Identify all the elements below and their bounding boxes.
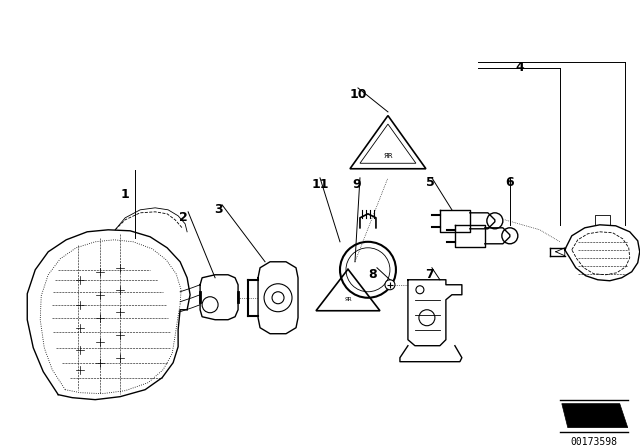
Text: 9: 9 xyxy=(353,178,362,191)
Polygon shape xyxy=(562,404,628,428)
Text: 8: 8 xyxy=(369,268,377,281)
Text: 2: 2 xyxy=(179,211,188,224)
Text: 11: 11 xyxy=(311,178,329,191)
Text: 4: 4 xyxy=(515,61,524,74)
Text: 00173598: 00173598 xyxy=(570,437,617,447)
Text: 5: 5 xyxy=(426,177,435,190)
Text: 10: 10 xyxy=(349,88,367,101)
Text: 7: 7 xyxy=(426,268,435,281)
Text: 3: 3 xyxy=(214,203,222,216)
Text: ЯR: ЯR xyxy=(344,297,352,302)
Circle shape xyxy=(385,280,395,290)
Text: 1: 1 xyxy=(121,188,129,201)
Text: ЯR: ЯR xyxy=(383,153,393,159)
Text: 6: 6 xyxy=(506,177,514,190)
